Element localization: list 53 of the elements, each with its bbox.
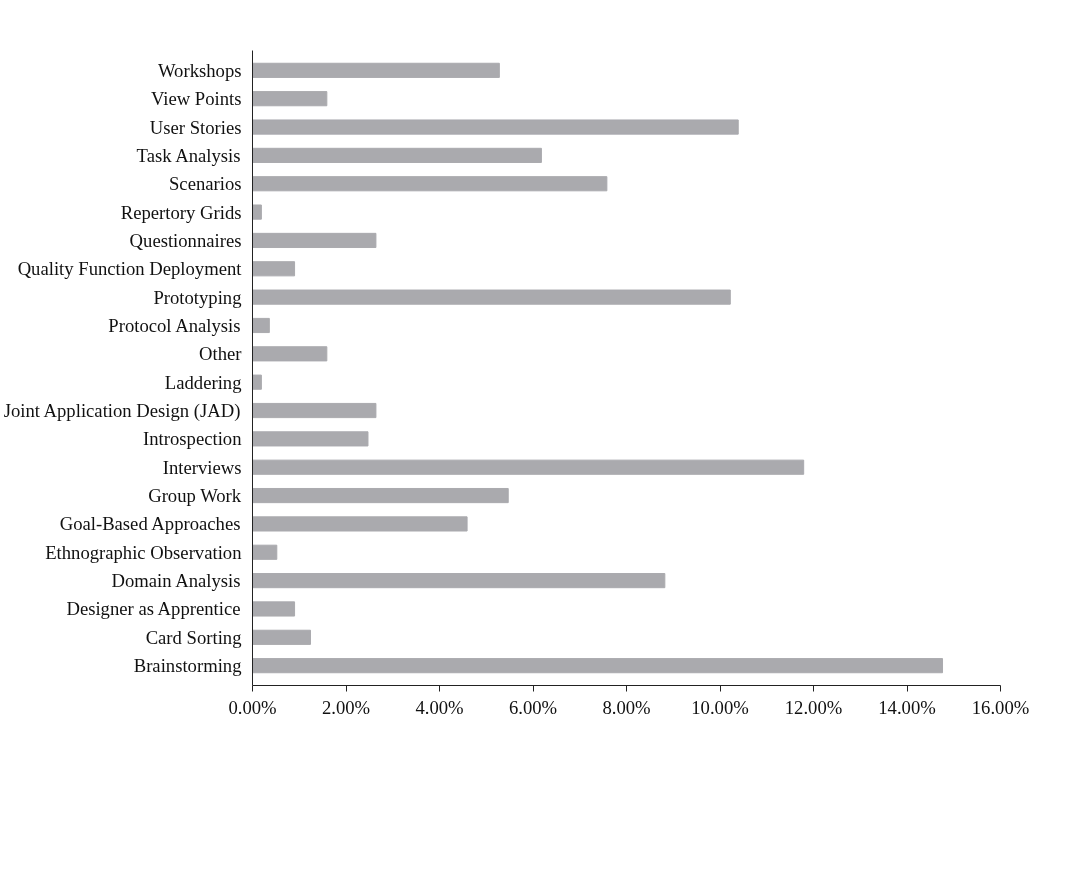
y-tick-label: Laddering — [164, 371, 242, 393]
y-tick-label: Interviews — [162, 456, 242, 478]
y-tick-label: Designer as Apprentice — [66, 598, 241, 620]
y-tick-label: Repertory Grids — [120, 201, 242, 223]
y-tick-label: Ethnographic Observation — [45, 541, 243, 563]
bar — [252, 658, 944, 674]
y-tick-label: Card Sorting — [145, 626, 242, 648]
y-tick-label: Questionnaires — [129, 229, 242, 251]
x-tick-label: 14.00% — [878, 696, 936, 718]
bar — [252, 232, 377, 249]
bar — [252, 402, 377, 419]
y-tick-label: Quality Function Deployment — [17, 258, 243, 280]
y-tick-label: Task Analysis — [136, 144, 241, 166]
bar — [252, 346, 328, 362]
bar — [252, 62, 500, 78]
bar — [252, 573, 666, 589]
x-tick-label: 8.00% — [602, 696, 651, 718]
x-tick-label: 6.00% — [508, 696, 558, 718]
bar — [252, 261, 296, 277]
bar — [252, 374, 262, 390]
bar — [252, 544, 278, 560]
x-tick-label: 2.00% — [321, 696, 371, 718]
y-tick-label: Introspection — [143, 428, 243, 450]
y-tick-label: Other — [199, 343, 243, 365]
bar — [252, 317, 270, 334]
y-tick-label: Workshops — [158, 59, 242, 81]
y-tick-label: Brainstorming — [133, 655, 242, 677]
bar — [252, 601, 296, 617]
bar — [252, 119, 739, 135]
bar — [252, 91, 328, 107]
y-tick-label: Joint Application Design (JAD) — [3, 400, 241, 423]
bar — [252, 459, 805, 475]
y-tick-label: Scenarios — [168, 173, 242, 195]
x-tick-label: 16.00% — [971, 696, 1030, 718]
bar — [252, 487, 509, 504]
bar — [252, 147, 542, 163]
y-tick-label: Goal-Based Approaches — [59, 513, 241, 535]
bar — [252, 431, 369, 447]
x-tick-label: 4.00% — [415, 696, 464, 718]
x-tick-label: 10.00% — [691, 696, 749, 718]
y-tick-label: Protocol Analysis — [108, 314, 241, 336]
y-tick-label: User Stories — [149, 116, 242, 138]
y-tick-label: Prototyping — [153, 286, 242, 308]
bar — [252, 289, 731, 305]
bar — [252, 629, 311, 645]
bar — [252, 176, 608, 192]
bar — [252, 204, 262, 220]
x-tick-label: 12.00% — [784, 696, 843, 718]
y-tick-label: Domain Analysis — [111, 570, 241, 592]
y-tick-label: View Points — [150, 88, 242, 110]
y-tick-label: Group Work — [148, 485, 242, 507]
x-tick-label: 0.00% — [228, 696, 277, 718]
bar — [252, 516, 468, 532]
